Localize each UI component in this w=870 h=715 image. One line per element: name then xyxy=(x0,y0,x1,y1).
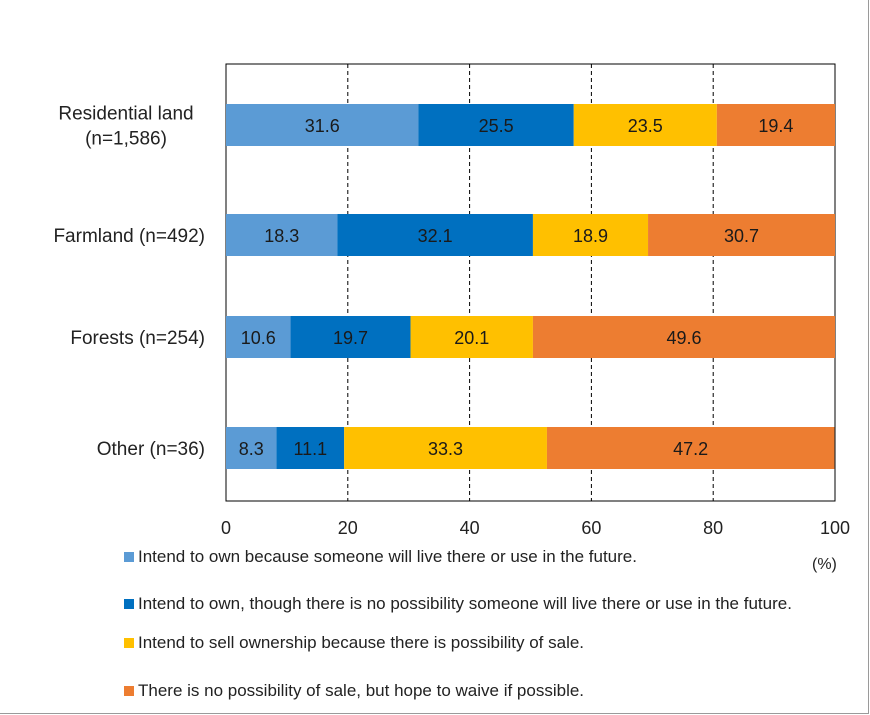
legend-item: Intend to own, though there is no possib… xyxy=(124,594,828,613)
tick-label: 40 xyxy=(460,518,480,538)
bar-segment xyxy=(573,104,717,146)
category-label: Other (n=36) xyxy=(97,439,205,460)
data-label: 19.7 xyxy=(333,328,368,348)
category-label: Residential land xyxy=(58,104,193,125)
bar-segment xyxy=(648,214,835,256)
legend-swatch xyxy=(124,638,134,648)
data-label: 23.5 xyxy=(628,116,663,136)
data-label: 10.6 xyxy=(241,328,276,348)
data-label: 18.9 xyxy=(573,226,608,246)
legend-swatch xyxy=(124,599,134,609)
tick-label: 80 xyxy=(703,518,723,538)
data-label: 33.3 xyxy=(428,439,463,459)
legend-item: Intend to own because someone will live … xyxy=(124,547,818,566)
legend-swatch xyxy=(124,686,134,696)
data-label: 49.6 xyxy=(666,328,701,348)
bar-segment xyxy=(532,316,835,358)
data-label: 31.6 xyxy=(305,116,340,136)
legend-label: Intend to own because someone will live … xyxy=(138,547,637,566)
tick-label: 100 xyxy=(820,518,850,538)
data-label: 32.1 xyxy=(418,226,453,246)
category-labels: Residential land (n=1,586) Farmland (n=492… xyxy=(53,104,205,461)
bar-segment xyxy=(337,214,533,256)
bars-layer: 31.6 25.5 23.5 19.4 18.3 32.1 18.9 30.7 10.6 19.7… xyxy=(226,104,835,469)
bar-segment xyxy=(226,316,291,358)
bar-segment xyxy=(276,427,345,469)
bar-segment xyxy=(344,427,547,469)
bar-segment xyxy=(226,104,419,146)
data-label: 19.4 xyxy=(758,116,793,136)
bar-segment xyxy=(410,316,533,358)
legend-label: Intend to own, though there is no possib… xyxy=(138,594,792,613)
tick-label: 60 xyxy=(581,518,601,538)
tick-label: 0 xyxy=(221,518,231,538)
category-label: Forests (n=254) xyxy=(70,328,205,349)
x-axis-ticks: 0 20 40 60 80 100 xyxy=(221,518,850,538)
data-label: 8.3 xyxy=(239,439,264,459)
x-axis-unit: (%) xyxy=(812,556,837,573)
bar-segment xyxy=(290,316,411,358)
data-label: 47.2 xyxy=(673,439,708,459)
data-label: 11.1 xyxy=(293,439,327,459)
bar-segment xyxy=(226,427,277,469)
bar-segment xyxy=(716,104,835,146)
legend-swatch xyxy=(124,552,134,562)
bar-segment xyxy=(546,427,835,469)
legend-item: Intend to sell ownership because there i… xyxy=(124,633,818,652)
category-label: Farmland (n=492) xyxy=(53,226,205,247)
tick-label: 20 xyxy=(338,518,358,538)
data-label: 18.3 xyxy=(264,226,299,246)
legend-label: Intend to sell ownership because there i… xyxy=(138,633,585,652)
category-label: (n=1,586) xyxy=(85,129,167,150)
legend-label: There is no possibility of sale, but hop… xyxy=(138,681,585,700)
bar-segment xyxy=(226,214,338,256)
data-label: 30.7 xyxy=(724,226,759,246)
stacked-bar-chart: 31.6 25.5 23.5 19.4 18.3 32.1 18.9 30.7 10.6 19.7… xyxy=(53,63,850,538)
data-label: 25.5 xyxy=(479,116,514,136)
bar-segment xyxy=(418,104,574,146)
legend-item: There is no possibility of sale, but hop… xyxy=(124,681,818,700)
bar-segment xyxy=(532,214,649,256)
data-label: 20.1 xyxy=(454,328,489,348)
